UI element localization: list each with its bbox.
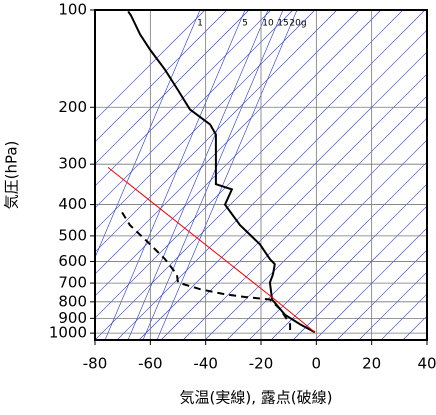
x-axis-label: 気温(実線), 露点(破線) (180, 389, 333, 407)
background-lines (95, 10, 427, 340)
adiabat-line (95, 10, 272, 187)
adiabat-line (160, 73, 427, 340)
adiabat-line (95, 10, 360, 275)
adiabat-line (95, 10, 206, 121)
adiabat-line (95, 10, 404, 319)
mixing-ratio-label: 20g (289, 19, 306, 29)
y-tick-label: 600 (58, 252, 87, 270)
mixing-line (156, 10, 298, 340)
x-tick-label: 40 (417, 355, 436, 373)
x-tick-label: -80 (83, 355, 108, 373)
x-tick-label: 20 (362, 355, 381, 373)
adiabat-line (204, 117, 427, 340)
y-tick-label: 700 (58, 274, 87, 292)
mixing-line (104, 10, 246, 340)
y-axis-label: 気圧(hPa) (3, 141, 21, 210)
mixing-ratio-label: 15 (277, 19, 288, 29)
y-tick-label: 100 (58, 1, 87, 19)
y-tick-label: 500 (58, 226, 87, 244)
adiabat-line (270, 183, 427, 340)
y-tick-label: 800 (58, 292, 87, 310)
profile-line (107, 167, 316, 333)
mixing-ratio-label: 10 (262, 19, 274, 29)
y-tick-label: 200 (58, 98, 87, 116)
adiabat-line (182, 95, 427, 340)
adiabat-line (336, 249, 427, 340)
adiabat-line (138, 51, 427, 340)
adiabat-line (292, 205, 427, 340)
adiabat-line (248, 161, 427, 340)
profile-line (127, 10, 316, 334)
x-tick-label: -20 (249, 355, 274, 373)
mixing-line (127, 10, 269, 340)
y-tick-label: 400 (58, 195, 87, 213)
plot-frame (94, 9, 428, 341)
adiabat-line (95, 10, 294, 209)
adiabat-line (358, 271, 427, 340)
mixing-ratio-label: 5 (242, 19, 248, 29)
adiabat-line (95, 10, 338, 253)
mixing-line (95, 10, 201, 259)
adiabat-line (95, 10, 426, 340)
adiabat-line (95, 10, 250, 165)
x-tick-label: -40 (193, 355, 218, 373)
y-tick-label: 1000 (49, 324, 87, 342)
adiabat-line (116, 29, 427, 340)
adiabat-line (226, 139, 427, 340)
y-tick-label: 300 (58, 155, 87, 173)
x-tick-label: -60 (138, 355, 163, 373)
x-tick-label: 0 (312, 355, 322, 373)
mixing-ratio-label: 1 (197, 19, 203, 29)
mixing-line (142, 10, 284, 340)
y-tick-label: 900 (58, 309, 87, 327)
adiabat-line (95, 10, 228, 143)
adiabat-line (314, 227, 427, 340)
profile-line (121, 211, 292, 333)
